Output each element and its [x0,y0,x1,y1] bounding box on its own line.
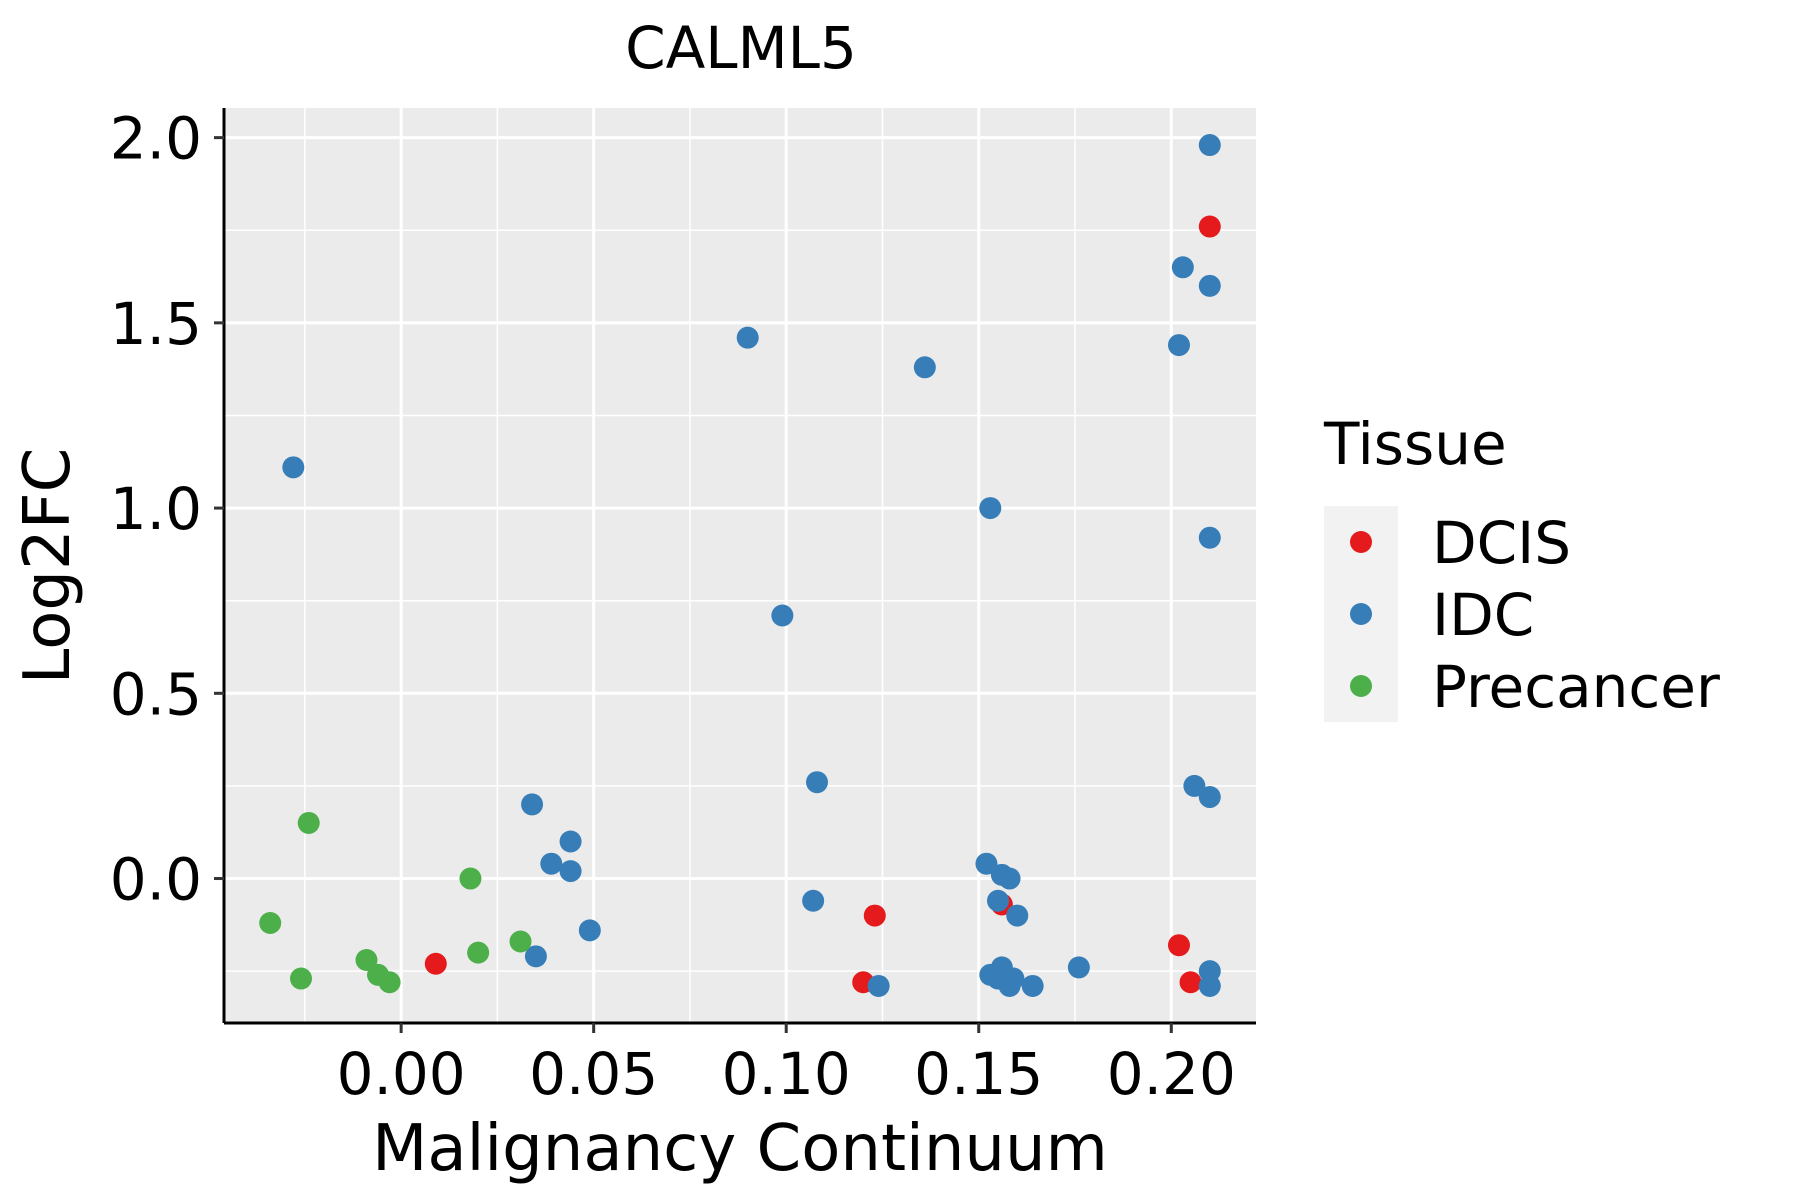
grid-minor [224,108,1256,1023]
point-dcis [1198,215,1221,238]
point-idc [521,793,544,816]
point-idc [1006,904,1029,927]
point-idc [578,919,601,942]
x-tick-label: 0.05 [529,1040,658,1108]
legend-title: Tissue [1323,410,1507,478]
point-idc [524,945,547,968]
legend-key-dcis [1350,531,1372,553]
point-idc [1198,134,1221,157]
legend-key-precancer [1350,675,1372,697]
y-axis-title: Log2FC [11,448,85,685]
point-idc [1198,526,1221,549]
point-precancer [467,941,490,964]
x-tick-label: 0.15 [914,1040,1043,1108]
data-points [259,134,1221,997]
point-idc [1171,256,1194,279]
point-idc [1002,967,1025,990]
y-tick-label: 2.0 [110,105,202,173]
point-idc [559,860,582,883]
point-idc [1067,956,1090,979]
point-idc [913,356,936,379]
y-tick-label: 0.0 [110,846,202,914]
point-idc [282,456,305,479]
point-dcis [1179,971,1202,994]
point-idc [1198,786,1221,809]
point-precancer [355,949,378,972]
point-precancer [297,811,320,834]
legend-label-dcis: DCIS [1432,509,1571,577]
point-idc [771,604,794,627]
legend-key-idc [1350,603,1372,625]
point-idc [1021,974,1044,997]
point-dcis [1167,934,1190,957]
point-idc [1183,774,1206,797]
chart-title: CALML5 [625,14,857,82]
point-precancer [378,971,401,994]
point-idc [802,889,825,912]
point-idc [736,326,759,349]
point-precancer [509,930,532,953]
x-tick-label: 0.10 [722,1040,851,1108]
x-axis-title: Malignancy Continuum [372,1112,1108,1186]
point-idc [975,852,998,875]
point-dcis [863,904,886,927]
point-idc [806,771,829,794]
point-idc [1198,274,1221,297]
point-idc [998,867,1021,890]
y-axis-ticks: 0.0 0.5 1.0 1.5 2.0 [110,105,224,914]
x-tick-label: 0.20 [1107,1040,1236,1108]
point-idc [1198,974,1221,997]
y-tick-label: 1.0 [110,475,202,543]
legend-label-idc: IDC [1432,581,1534,649]
point-idc [979,497,1002,520]
point-idc [867,974,890,997]
point-idc [540,852,563,875]
x-axis-ticks: 0.00 0.05 0.10 0.15 0.20 [337,1023,1236,1108]
point-precancer [459,867,482,890]
point-idc [559,830,582,853]
x-tick-label: 0.00 [337,1040,466,1108]
y-tick-label: 0.5 [110,660,202,728]
point-idc [987,889,1009,912]
plot-panel [224,108,1256,1023]
point-dcis [424,952,447,975]
y-tick-label: 1.5 [110,290,202,358]
legend-label-precancer: Precancer [1432,653,1720,721]
point-idc [1167,334,1190,357]
point-precancer [290,967,313,990]
point-precancer [259,911,282,934]
